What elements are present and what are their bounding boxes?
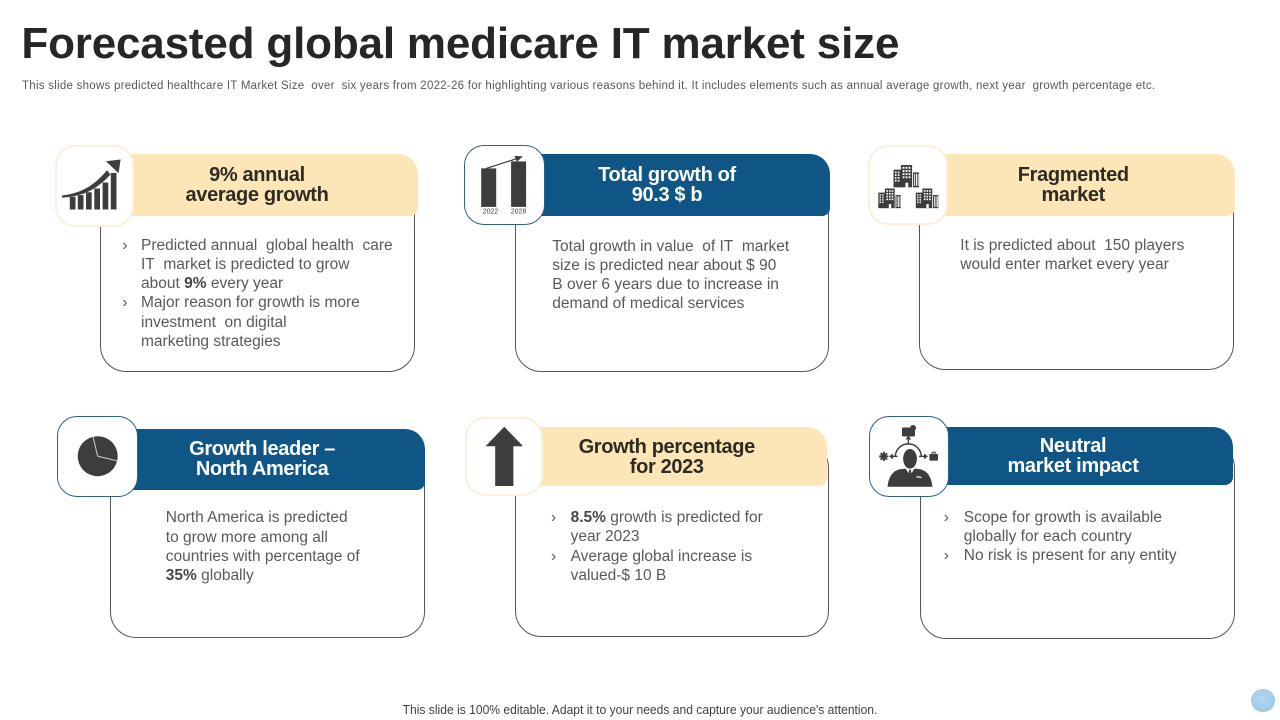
svg-text:2028: 2028 [510, 208, 526, 215]
svg-text:2022: 2022 [482, 208, 498, 215]
